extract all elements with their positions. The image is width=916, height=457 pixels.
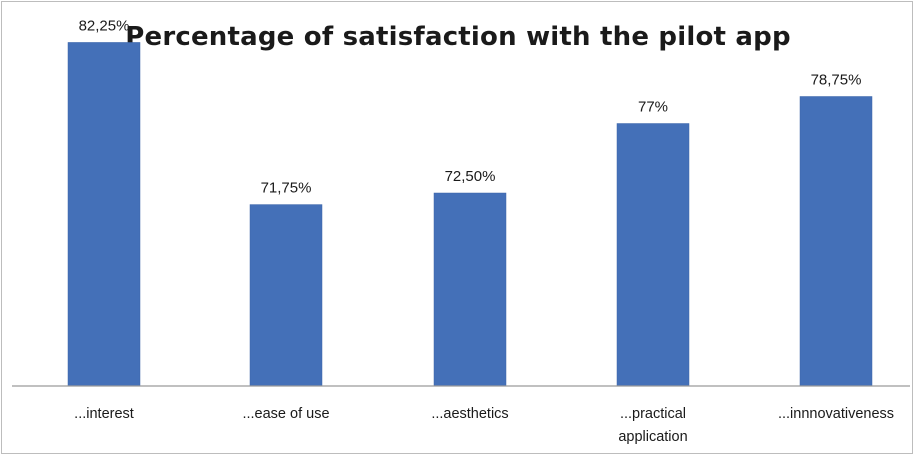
labels-layer: 82,25% ...interest 71,75% ...ease of use 72,… — [74, 17, 894, 445]
category-label-5: ...innnovativeness — [778, 406, 894, 422]
data-label-3: 72,50% — [445, 168, 496, 185]
data-label-5: 78,75% — [811, 72, 862, 89]
data-label-4: 77% — [638, 99, 668, 116]
category-label-2: ...ease of use — [242, 406, 329, 422]
bar-4 — [616, 123, 690, 387]
category-label-3: ...aesthetics — [431, 406, 508, 422]
category-label-1: ...interest — [74, 406, 134, 422]
category-label-line: application — [618, 429, 687, 445]
category-label-4: ...practical application — [618, 406, 687, 445]
category-label-line: ...aesthetics — [431, 406, 508, 422]
bar-1 — [67, 42, 141, 387]
category-label-line: ...ease of use — [242, 406, 329, 422]
bar-2 — [249, 204, 323, 387]
category-label-line: ...interest — [74, 406, 134, 422]
bars-layer — [67, 42, 873, 387]
bar-5 — [799, 96, 873, 387]
chart-title: Percentage of satisfaction with the pilo… — [125, 22, 791, 52]
data-label-2: 71,75% — [261, 180, 312, 197]
data-label-1: 82,25% — [79, 17, 130, 34]
category-label-line: ...practical — [620, 406, 686, 422]
bar-3 — [433, 192, 507, 387]
category-label-line: ...innnovativeness — [778, 406, 894, 422]
